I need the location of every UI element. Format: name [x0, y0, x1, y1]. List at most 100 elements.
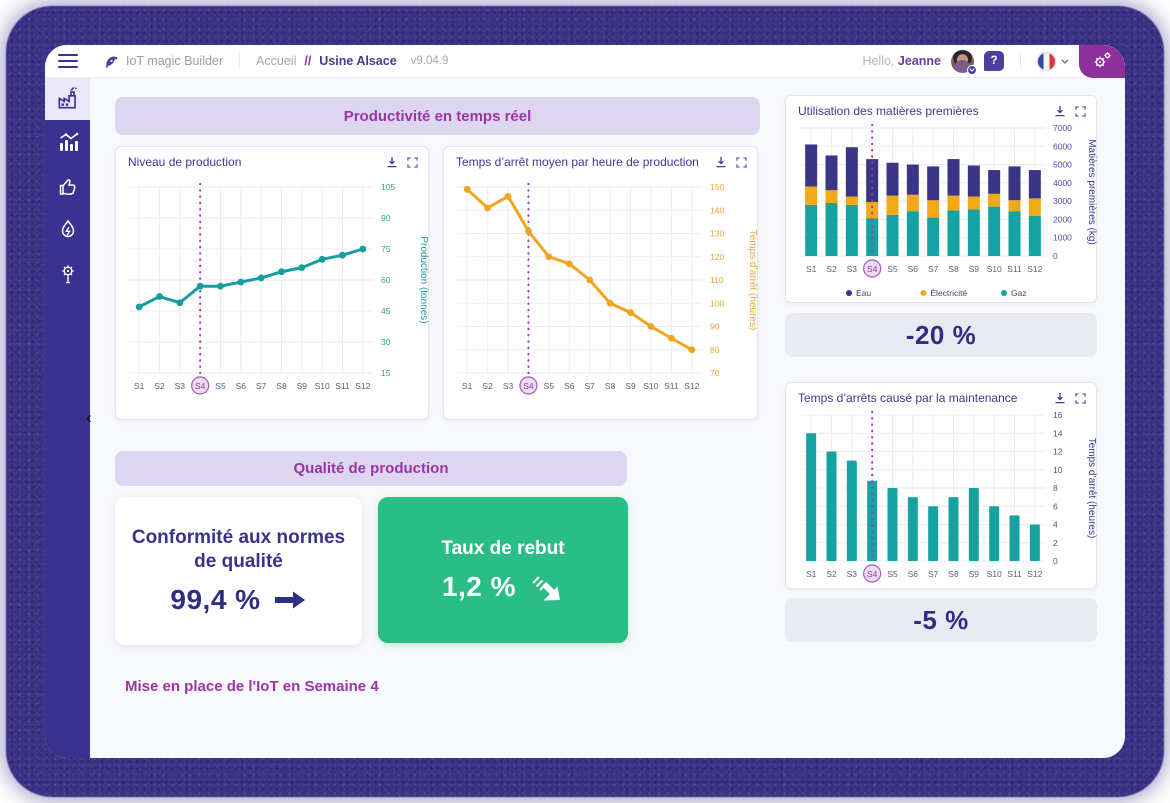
materials-chart[interactable]: 0 1000 2000 3000 4000 5000 6000 7000 S1 S2 S3 S4 S5 S… [786, 118, 1097, 307]
breadcrumb-separator: // [304, 54, 312, 68]
menu-button[interactable] [45, 45, 90, 77]
svg-text:140: 140 [710, 205, 724, 215]
user-name: Jeanne [897, 54, 941, 68]
svg-text:S8: S8 [948, 569, 959, 579]
svg-text:S12: S12 [1027, 569, 1042, 579]
sidebar-item-energy[interactable] [45, 208, 90, 252]
svg-text:130: 130 [710, 229, 724, 239]
svg-text:S3: S3 [847, 569, 858, 579]
svg-text:3000: 3000 [1053, 196, 1072, 206]
svg-text:S9: S9 [969, 264, 980, 274]
expand-icon[interactable] [1075, 105, 1086, 117]
breadcrumb-home[interactable]: Accueil [256, 54, 297, 68]
svg-text:75: 75 [381, 244, 391, 254]
expand-icon[interactable] [1075, 392, 1086, 404]
sidebar-item-factory[interactable] [45, 78, 90, 120]
svg-text:S12: S12 [1027, 264, 1042, 274]
svg-text:S8: S8 [948, 264, 959, 274]
svg-text:S6: S6 [908, 569, 919, 579]
svg-text:S9: S9 [625, 381, 636, 391]
maintenance-delta-badge: -5 % [785, 598, 1097, 642]
svg-text:100: 100 [710, 298, 724, 308]
version-label: v9.04.9 [410, 55, 449, 67]
production-level-chart[interactable]: 15 30 45 60 75 90 105 S1 S2 S3 S4 S5 S6 S7 S8 S9 S10 S11 S… [116, 169, 429, 416]
svg-text:110: 110 [710, 275, 724, 285]
svg-text:10: 10 [1053, 465, 1063, 475]
svg-text:S5: S5 [215, 381, 226, 391]
svg-text:0: 0 [1053, 251, 1058, 261]
svg-text:S6: S6 [908, 264, 919, 274]
svg-text:S6: S6 [236, 381, 247, 391]
svg-text:105: 105 [381, 182, 395, 192]
svg-text:S3: S3 [175, 381, 186, 391]
svg-text:S5: S5 [887, 264, 898, 274]
conformity-value: 99,4 % [170, 583, 261, 615]
svg-text:S4: S4 [867, 264, 878, 274]
svg-text:30: 30 [381, 337, 391, 347]
panel-title: Temps d’arrêt moyen par heure de product… [456, 155, 699, 169]
section-header-quality: Qualité de production [115, 451, 627, 486]
energy-icon [61, 219, 74, 238]
svg-text:S11: S11 [1007, 264, 1022, 274]
svg-text:Eau: Eau [856, 288, 871, 298]
download-icon[interactable] [1054, 392, 1066, 404]
panel-title: Niveau de production [128, 155, 242, 169]
svg-text:2000: 2000 [1053, 214, 1072, 224]
greeting: Hello, Jeanne [862, 54, 941, 68]
sidebar-item-quality[interactable] [45, 164, 90, 208]
sidebar-item-maintenance[interactable] [45, 252, 90, 296]
svg-text:Matières premières (kg): Matières premières (kg) [1086, 139, 1097, 245]
svg-text:6: 6 [1053, 501, 1058, 511]
svg-text:14: 14 [1053, 428, 1063, 438]
breadcrumb: Accueil // Usine Alsace v9.04.9 [256, 54, 448, 68]
divider [1020, 52, 1021, 70]
topbar: IoT magic Builder Accueil // Usine Alsac… [45, 45, 1125, 78]
maintenance-chart[interactable]: 0 2 4 6 8 10 12 14 16 S1 S2 S3 S4 S5 S6 S7 S8 S9 S10 S11 S12… [786, 405, 1097, 592]
iot-note: Mise en place de l'IoT en Semaine 4 [125, 678, 379, 695]
svg-text:1000: 1000 [1053, 233, 1072, 243]
svg-text:S7: S7 [256, 381, 267, 391]
svg-text:S5: S5 [544, 381, 555, 391]
svg-text:0: 0 [1053, 556, 1058, 566]
materials-delta-badge: -20 % [785, 313, 1097, 357]
download-icon[interactable] [715, 156, 727, 168]
downtime-chart[interactable]: 70 80 90 100 110 120 130 140 150 S1 S2 S3 S4 S5 S6 S7 S8… [444, 169, 758, 416]
svg-text:S11: S11 [664, 381, 679, 391]
gear-wrench-icon [61, 265, 74, 284]
sidebar-item-analytics[interactable] [45, 120, 90, 164]
svg-text:S1: S1 [134, 381, 145, 391]
scrap-value: 1,2 % [441, 570, 517, 602]
svg-text:S8: S8 [276, 381, 287, 391]
svg-text:Électricité: Électricité [930, 288, 967, 298]
svg-text:120: 120 [710, 252, 724, 262]
download-icon[interactable] [1054, 105, 1066, 117]
svg-text:S7: S7 [928, 264, 939, 274]
svg-text:S9: S9 [297, 381, 308, 391]
svg-text:S10: S10 [987, 569, 1002, 579]
svg-text:90: 90 [381, 213, 391, 223]
expand-icon[interactable] [736, 156, 747, 168]
svg-text:S9: S9 [969, 569, 980, 579]
svg-text:S4: S4 [523, 381, 534, 391]
scrap-rate-card: Taux de rebut 1,2 % [378, 497, 628, 643]
avatar[interactable] [951, 49, 977, 75]
scrap-label: Taux de rebut [441, 538, 565, 560]
svg-text:Production (tonnes): Production (tonnes) [418, 236, 429, 323]
svg-text:Temps d’arrêt (heures): Temps d’arrêt (heures) [747, 230, 758, 331]
thumbs-up-icon [59, 179, 76, 195]
app-logo-icon [105, 55, 118, 68]
svg-text:S1: S1 [462, 381, 473, 391]
svg-text:60: 60 [381, 275, 391, 285]
arrow-right-icon [274, 591, 305, 609]
expand-icon[interactable] [407, 156, 418, 168]
settings-button[interactable] [1079, 45, 1125, 78]
divider [239, 52, 241, 70]
language-selector[interactable] [1037, 51, 1069, 71]
collapse-sidebar-chevron[interactable]: ‹ [86, 408, 92, 427]
svg-text:150: 150 [710, 182, 724, 192]
svg-text:S3: S3 [503, 381, 514, 391]
download-icon[interactable] [386, 156, 398, 168]
help-button[interactable]: ? [984, 51, 1004, 71]
svg-text:S11: S11 [1007, 569, 1022, 579]
breadcrumb-current[interactable]: Usine Alsace [319, 54, 397, 68]
